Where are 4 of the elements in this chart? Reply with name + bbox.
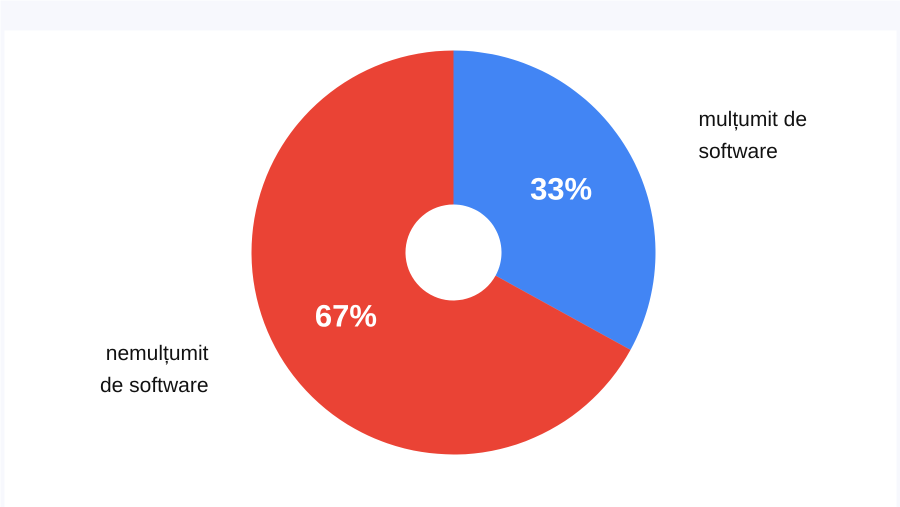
- slice-label: mulțumit de software: [698, 108, 808, 164]
- data-label: 67%: [314, 298, 377, 334]
- slice-label: nemulțumit de software: [100, 342, 209, 398]
- data-label: 33%: [530, 171, 592, 206]
